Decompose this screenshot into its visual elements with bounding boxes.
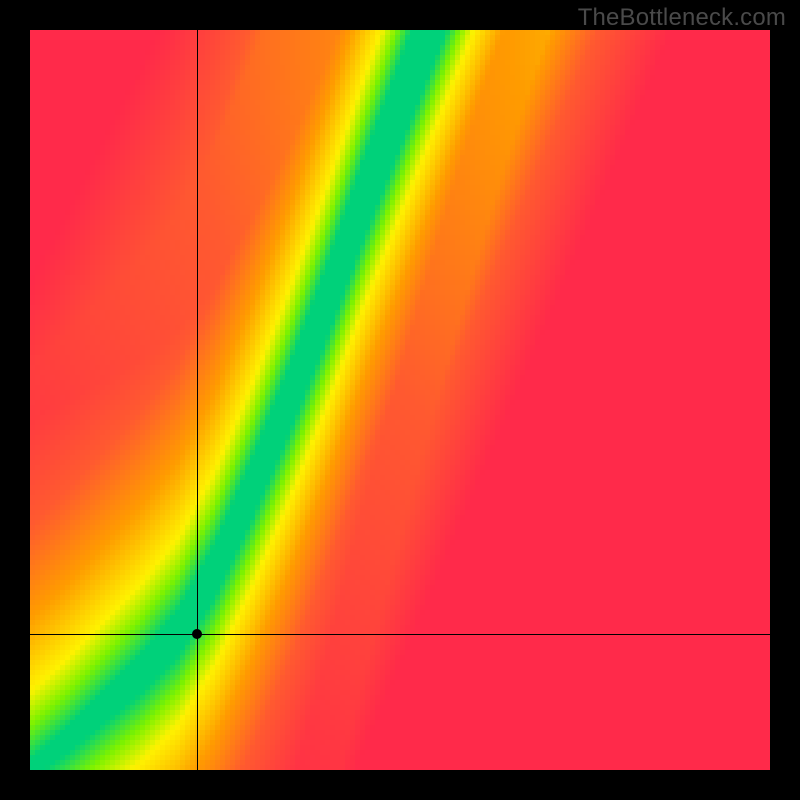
plot-area <box>30 30 770 770</box>
crosshair-horizontal <box>30 634 770 635</box>
crosshair-vertical <box>197 30 198 770</box>
crosshair-point <box>192 629 202 639</box>
chart-container: TheBottleneck.com <box>0 0 800 800</box>
watermark-text: TheBottleneck.com <box>578 4 786 32</box>
heatmap-canvas <box>30 30 770 770</box>
